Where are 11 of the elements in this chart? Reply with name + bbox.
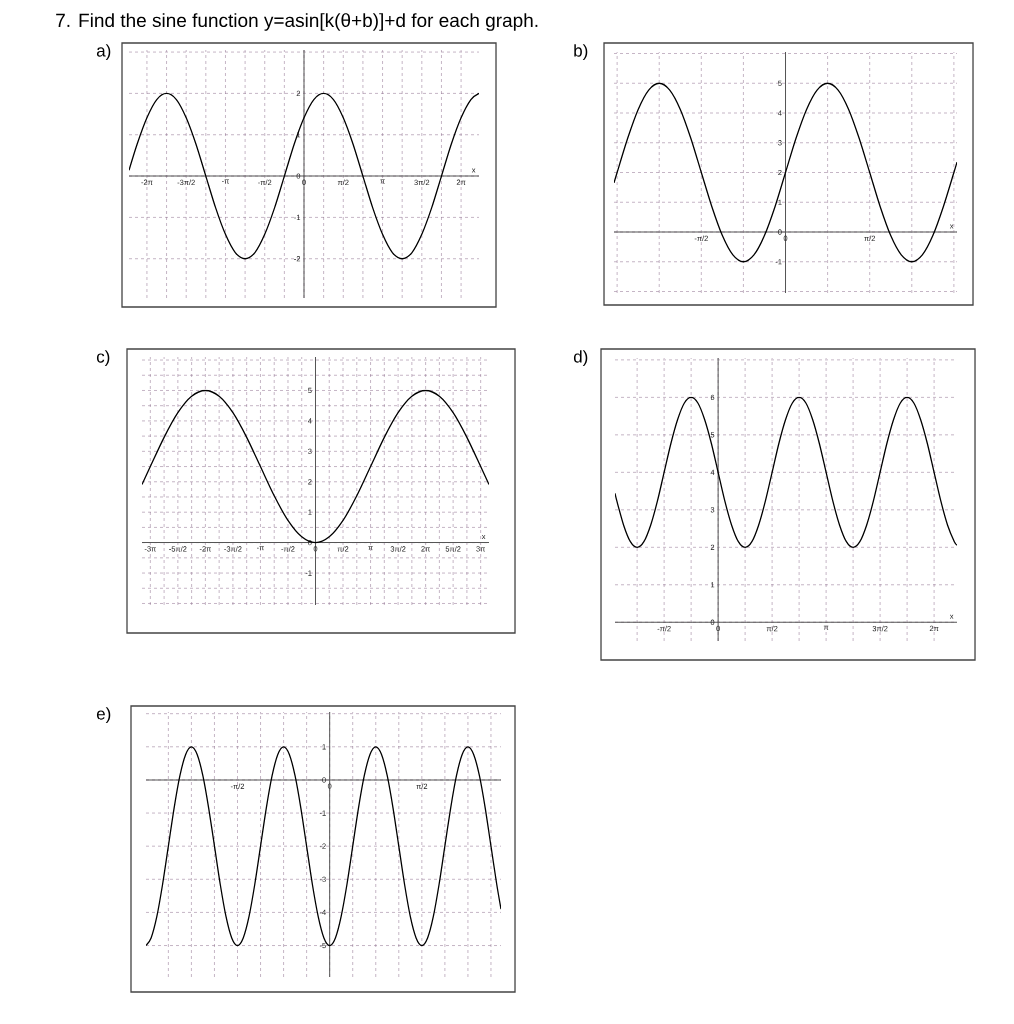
text: 7. Find the sine function y=asin[k(θ+b)]+d for each graph. xyxy=(56,13,538,31)
chart-title: a) xyxy=(96,44,111,61)
line-series xyxy=(142,389,489,544)
chart-title: b) xyxy=(574,44,588,61)
chart-title: d) xyxy=(573,350,588,367)
chart-title: e) xyxy=(96,707,111,724)
line-series xyxy=(129,92,480,260)
line-series xyxy=(614,82,958,263)
line-series xyxy=(615,396,958,548)
line-series xyxy=(146,746,502,947)
chart-title: c) xyxy=(96,350,110,367)
